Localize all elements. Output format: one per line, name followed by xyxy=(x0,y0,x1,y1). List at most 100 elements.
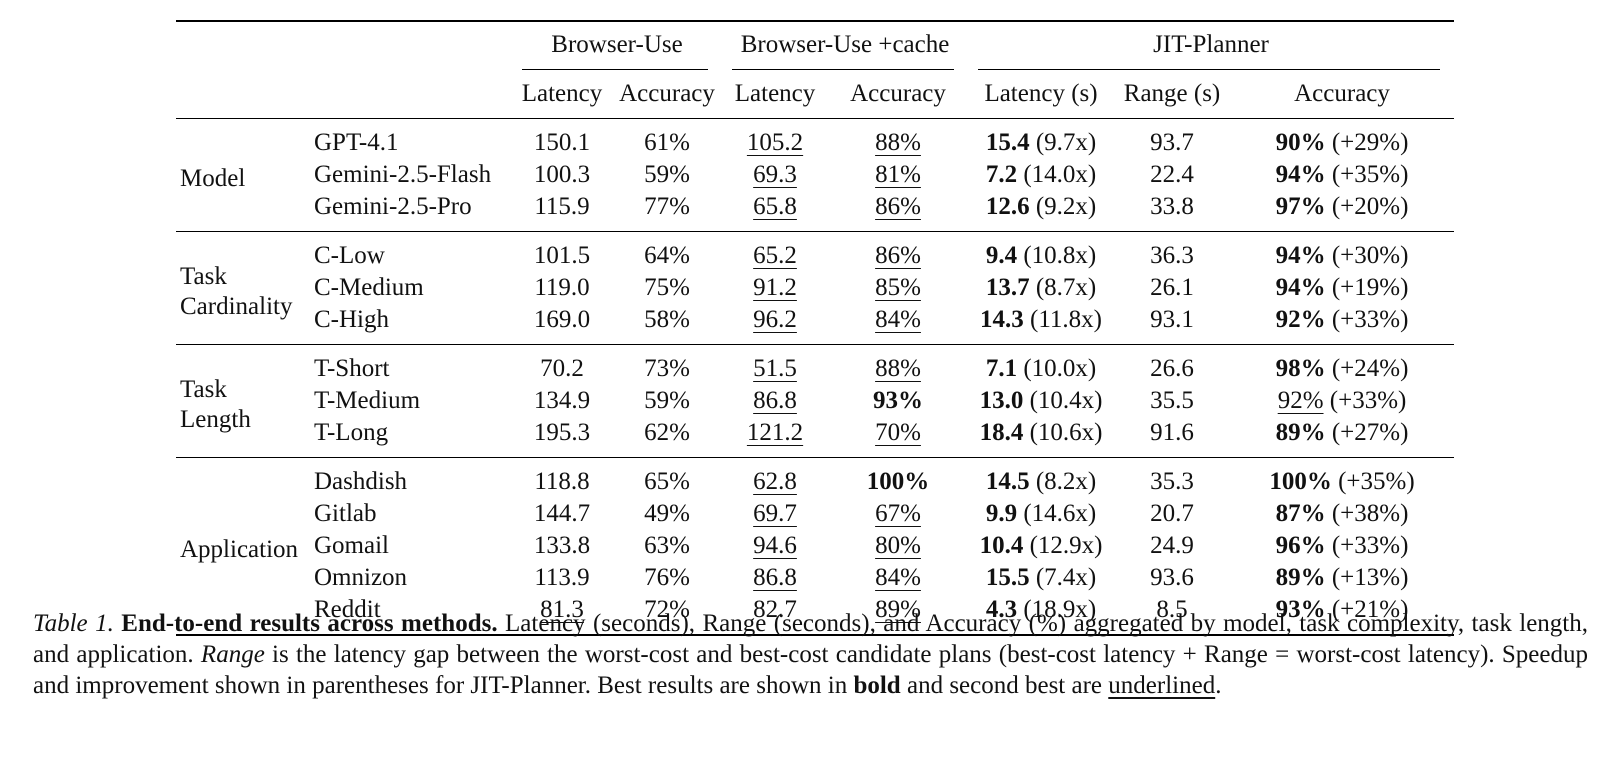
cell-j_range: 93.1 xyxy=(1114,304,1230,345)
cell-value: 92% xyxy=(1277,387,1324,414)
cell-c_acc: 80% xyxy=(828,530,968,562)
cell-value: 59% xyxy=(644,161,690,188)
cell-value: 85% xyxy=(875,274,921,301)
cell-value: 90% xyxy=(1275,129,1326,156)
cell-j_lat: 15.4 (9.7x) xyxy=(968,118,1115,159)
cell-value: 26.1 xyxy=(1150,274,1194,301)
cell-value: 63% xyxy=(644,532,690,559)
improvement: (+19%) xyxy=(1331,274,1409,301)
caption-text-3: and second best are xyxy=(900,672,1109,699)
cell-value: 22.4 xyxy=(1150,161,1194,188)
cell-bu_lat: 134.9 xyxy=(512,385,612,417)
cell-value: 133.8 xyxy=(533,532,591,559)
cell-value: 105.2 xyxy=(746,129,804,156)
cell-c_lat: 62.8 xyxy=(722,457,829,498)
row-label: Gomail xyxy=(314,532,389,559)
section-label: Application xyxy=(176,457,314,635)
cell-j_lat: 15.5 (7.4x) xyxy=(968,562,1114,594)
cell-value: 93.7 xyxy=(1150,129,1194,156)
cell-value: 113.9 xyxy=(534,564,590,591)
improvement: (+33%) xyxy=(1331,306,1409,333)
speedup: (12.9x) xyxy=(1029,532,1103,559)
table-row: Omnizon 113.9 76% 86.8 84% 15.5 (7.4x) 93.6 89%… xyxy=(176,562,1454,594)
cell-value: 75% xyxy=(644,274,690,301)
improvement: (+21%) xyxy=(1331,596,1409,623)
cell-j_lat: 12.6 (9.2x) xyxy=(968,191,1114,232)
cell-value: 121.2 xyxy=(746,419,804,446)
cell-bu_lat: 70.2 xyxy=(512,344,612,385)
group-header-jit-planner: JIT-Planner xyxy=(968,21,1454,70)
cell-j_acc: 94% (+35%) xyxy=(1230,159,1454,191)
improvement: (+35%) xyxy=(1338,468,1415,495)
cell-c_acc: 86% xyxy=(828,231,969,272)
cell-c_lat: 86.8 xyxy=(722,562,828,594)
cell-j_lat: 10.4 (12.9x) xyxy=(968,530,1114,562)
cell-j_acc: 94% (+19%) xyxy=(1230,272,1454,304)
cell-value: 80% xyxy=(875,532,921,559)
cell-value: 93% xyxy=(873,387,924,414)
cell-bu_lat: 100.3 xyxy=(512,159,612,191)
improvement: (+29%) xyxy=(1331,129,1409,156)
cell-bu_lat: 195.3 xyxy=(512,417,612,458)
cell-c_lat: 105.2 xyxy=(722,118,829,159)
row-label: Gemini-2.5-Pro xyxy=(314,193,472,220)
cell-j_lat: 7.1 (10.0x) xyxy=(968,344,1115,385)
improvement: (+33%) xyxy=(1329,387,1407,414)
subheader-jit-accuracy: Accuracy xyxy=(1294,80,1390,107)
improvement: (+24%) xyxy=(1331,355,1409,382)
table-row: Model GPT-4.1 150.1 61% 105.2 88% 15.4 (9.7x) 9… xyxy=(176,118,1455,232)
cell-value: 98% xyxy=(1275,355,1326,382)
section-label: Task Cardinality xyxy=(176,231,314,345)
row-label: Gemini-2.5-Flash xyxy=(314,161,492,188)
cell-value: 35.5 xyxy=(1150,387,1194,414)
cell-j_lat: 13.7 (8.7x) xyxy=(968,272,1114,304)
cell-value: 118.8 xyxy=(534,468,590,495)
cell-value: 119.0 xyxy=(534,274,590,301)
cell-j_acc: 93% (+21%) xyxy=(1230,594,1454,635)
cell-value: 144.7 xyxy=(533,500,591,527)
cell-value: 100% xyxy=(866,468,930,495)
cell-value: 58% xyxy=(644,306,690,333)
cell-bu_lat: 169.0 xyxy=(512,304,612,345)
table-row: Gomail 133.8 63% 94.6 80% 10.4 (12.9x) 24.9 96%… xyxy=(176,530,1454,562)
caption-bold-word: bold xyxy=(853,672,901,699)
cell-j_range: 93.6 xyxy=(1114,562,1230,594)
table-row: Gemini-2.5-Pro 115.9 77% 65.8 86% 12.6 (9.2x)… xyxy=(176,191,1454,232)
table-row: Task Cardinality C-Low 101.5 64% 65.2 86% 9.4 (… xyxy=(176,231,1455,345)
cell-bu_lat: 113.9 xyxy=(512,562,612,594)
speedup: (8.7x) xyxy=(1035,274,1097,301)
cell-value: 93.1 xyxy=(1150,306,1194,333)
cell-value: 65.2 xyxy=(753,242,797,269)
cell-value: 88% xyxy=(875,129,921,156)
cell-value: 101.5 xyxy=(533,242,591,269)
cell-value: 14.3 xyxy=(980,306,1024,333)
cell-value: 15.4 xyxy=(985,129,1030,156)
cell-value: 86.8 xyxy=(753,564,797,591)
cell-bu_acc: 63% xyxy=(612,530,722,562)
caption-range-term: Range xyxy=(200,641,265,668)
results-table: Browser-Use Browser-Use +cache JIT-Plann… xyxy=(176,20,1455,636)
cell-value: 87% xyxy=(1275,500,1326,527)
cell-value: 89% xyxy=(875,596,921,623)
cell-value: 86% xyxy=(875,242,921,269)
subheader-bu-latency: Latency xyxy=(521,80,603,107)
cell-value: 97% xyxy=(1275,193,1326,220)
speedup: (10.6x) xyxy=(1029,419,1103,446)
cell-bu_acc: 72% xyxy=(612,594,722,635)
cell-value: 94% xyxy=(1275,242,1326,269)
cell-c_acc: 88% xyxy=(828,344,969,385)
caption-title: End-to-end results across methods. xyxy=(121,610,498,637)
cell-value: 65.8 xyxy=(753,193,797,220)
cell-value: 13.0 xyxy=(979,387,1024,414)
cell-j_acc: 94% (+30%) xyxy=(1230,231,1455,272)
cell-value: 24.9 xyxy=(1150,532,1194,559)
improvement: (+27%) xyxy=(1331,419,1409,446)
cell-j_range: 20.7 xyxy=(1114,498,1230,530)
cell-c_acc: 84% xyxy=(828,304,968,345)
section-label: Task Length xyxy=(176,344,314,458)
cell-j_range: 26.1 xyxy=(1114,272,1230,304)
table-row: Application Dashdish 118.8 65% 62.8 100% 14.5 … xyxy=(176,457,1455,635)
cell-value: 49% xyxy=(644,500,690,527)
improvement: (+33%) xyxy=(1331,532,1409,559)
subheader-jit-range: Range (s) xyxy=(1123,80,1221,107)
